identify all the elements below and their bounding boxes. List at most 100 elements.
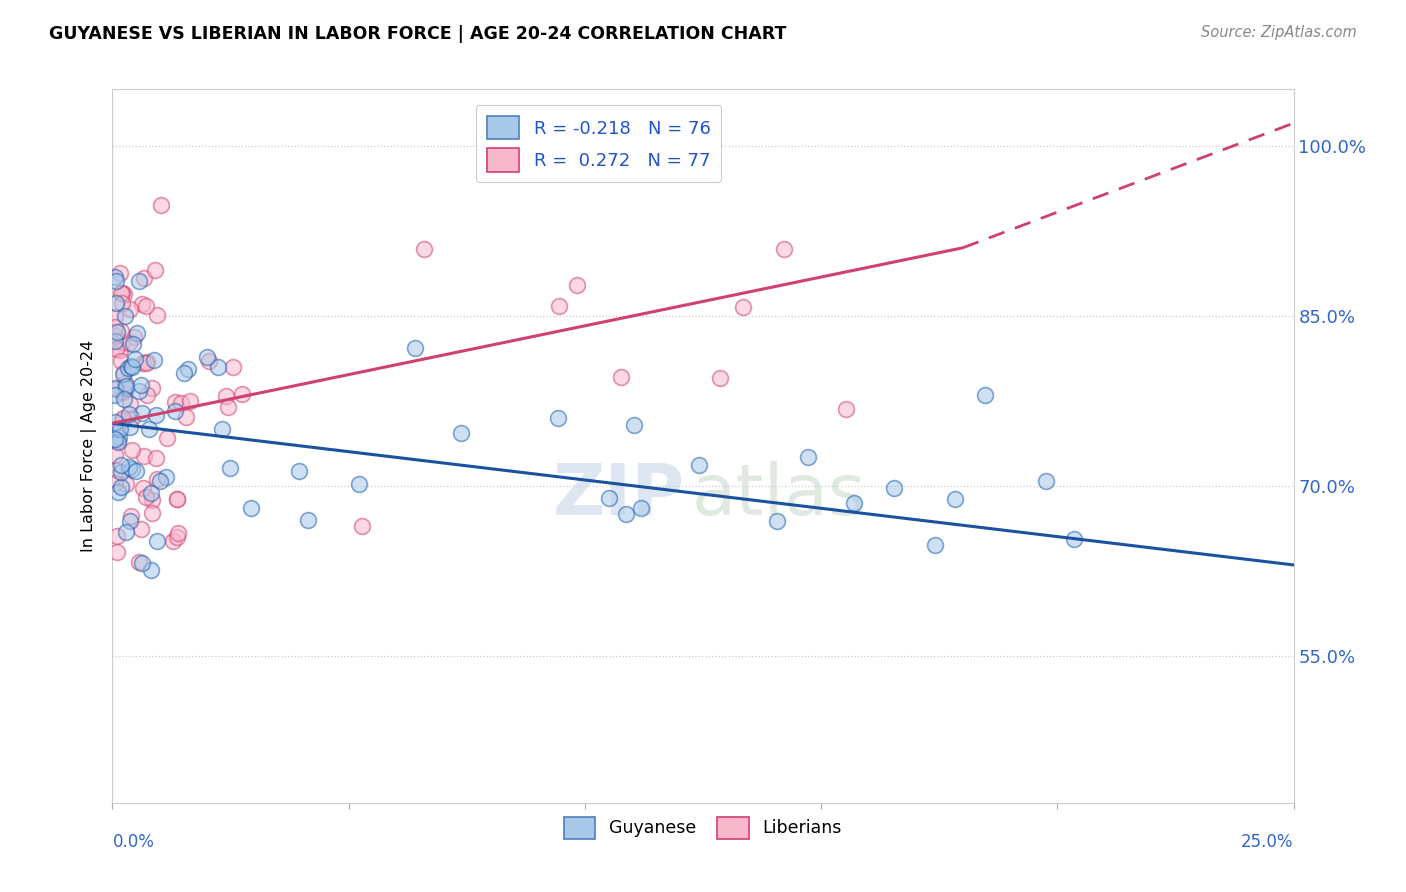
Point	[128, 555, 150, 569]
Point	[105, 463, 128, 477]
Point	[108, 430, 131, 444]
Point	[107, 485, 129, 500]
Point	[565, 278, 588, 293]
Point	[145, 450, 167, 465]
Point	[733, 301, 755, 315]
Point	[132, 481, 155, 495]
Point	[122, 330, 145, 344]
Point	[135, 388, 157, 402]
Point	[709, 371, 731, 385]
Point	[132, 449, 155, 463]
Point	[105, 545, 128, 559]
Point	[112, 287, 135, 301]
Point	[111, 285, 134, 300]
Point	[104, 334, 127, 348]
Point	[146, 308, 169, 322]
Point	[688, 458, 710, 473]
Point	[548, 299, 571, 313]
Point	[131, 522, 153, 536]
Point	[623, 417, 645, 432]
Point	[104, 388, 127, 402]
Point	[131, 406, 153, 420]
Point	[883, 481, 905, 495]
Point	[404, 341, 426, 355]
Point	[128, 274, 150, 288]
Point	[149, 474, 172, 488]
Text: GUYANESE VS LIBERIAN IN LABOR FORCE | AGE 20-24 CORRELATION CHART: GUYANESE VS LIBERIAN IN LABOR FORCE | AG…	[49, 25, 786, 43]
Y-axis label: In Labor Force | Age 20-24: In Labor Force | Age 20-24	[80, 340, 97, 552]
Point	[222, 359, 245, 374]
Point	[155, 469, 177, 483]
Point	[108, 343, 131, 358]
Point	[211, 422, 233, 436]
Point	[177, 361, 200, 376]
Point	[112, 368, 135, 382]
Point	[163, 404, 186, 418]
Point	[547, 410, 569, 425]
Point	[131, 297, 153, 311]
Point	[350, 519, 373, 533]
Point	[115, 381, 138, 395]
Point	[139, 486, 162, 500]
Point	[141, 493, 163, 508]
Point	[166, 530, 188, 544]
Point	[105, 326, 128, 340]
Point	[107, 434, 129, 448]
Point	[217, 401, 239, 415]
Text: Source: ZipAtlas.com: Source: ZipAtlas.com	[1201, 25, 1357, 40]
Point	[110, 465, 132, 479]
Point	[112, 366, 135, 380]
Point	[1063, 533, 1085, 547]
Point	[141, 382, 163, 396]
Point	[150, 197, 173, 211]
Point	[198, 354, 221, 368]
Point	[349, 477, 371, 491]
Point	[104, 382, 127, 396]
Point	[141, 507, 163, 521]
Point	[120, 509, 142, 524]
Point	[173, 366, 195, 380]
Point	[129, 377, 152, 392]
Point	[240, 500, 263, 515]
Point	[155, 432, 177, 446]
Point	[118, 407, 141, 421]
Point	[146, 472, 169, 486]
Point	[104, 270, 127, 285]
Point	[115, 524, 138, 539]
Point	[1035, 474, 1057, 488]
Point	[121, 411, 143, 425]
Point	[146, 534, 169, 549]
Point	[207, 359, 229, 374]
Point	[105, 529, 128, 543]
Legend: Guyanese, Liberians: Guyanese, Liberians	[555, 808, 851, 847]
Point	[112, 392, 135, 406]
Point	[218, 461, 240, 475]
Point	[797, 450, 820, 464]
Point	[104, 448, 127, 462]
Point	[165, 395, 187, 409]
Point	[128, 384, 150, 399]
Point	[111, 335, 134, 350]
Point	[120, 359, 142, 373]
Point	[104, 295, 127, 310]
Point	[104, 274, 127, 288]
Point	[174, 410, 197, 425]
Point	[104, 432, 127, 446]
Point	[135, 299, 157, 313]
Point	[111, 410, 134, 425]
Point	[105, 343, 128, 357]
Point	[162, 533, 184, 548]
Point	[107, 434, 129, 449]
Point	[111, 413, 134, 427]
Point	[118, 459, 141, 474]
Point	[120, 514, 142, 528]
Point	[450, 426, 472, 441]
Point	[104, 415, 127, 429]
Point	[110, 266, 132, 280]
Point	[924, 539, 946, 553]
Point	[135, 356, 157, 370]
Point	[835, 402, 858, 417]
Point	[125, 326, 148, 340]
Point	[143, 263, 166, 277]
Point	[114, 477, 136, 491]
